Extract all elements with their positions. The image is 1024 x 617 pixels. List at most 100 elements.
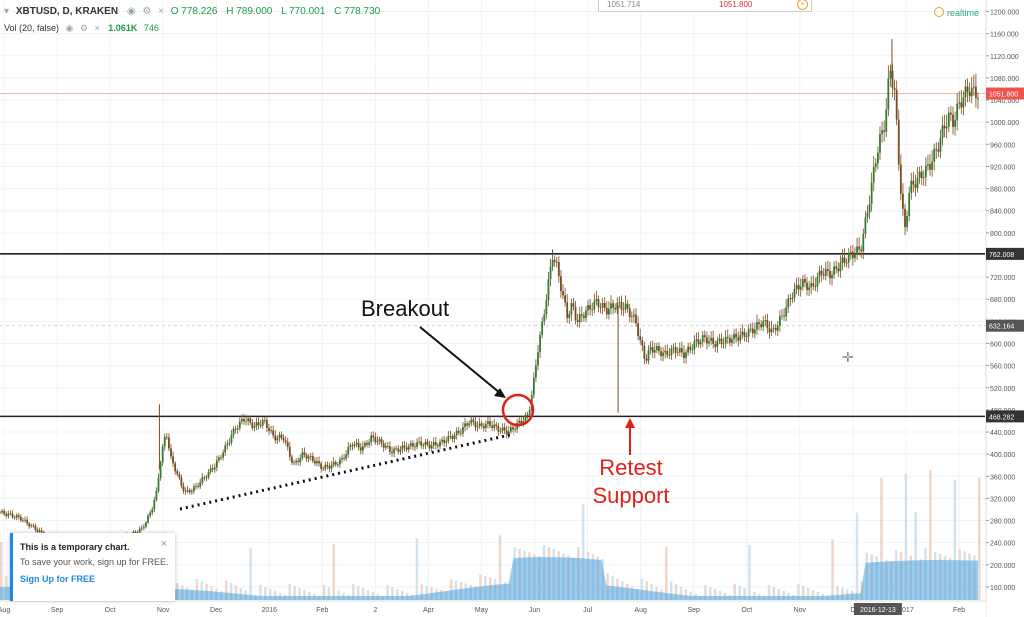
candle-body [462, 427, 464, 434]
candle-body [382, 443, 385, 448]
volume-bar [322, 585, 326, 600]
candle-body [282, 438, 285, 441]
candle-body [941, 125, 944, 138]
price-label: 632.164 [989, 324, 1014, 331]
symbol-label[interactable]: XBTUSD, D, KRAKEN [15, 6, 119, 17]
volume-bar [229, 582, 233, 600]
candle-body [706, 337, 708, 344]
candle-body [163, 436, 166, 447]
candle-body [599, 307, 602, 309]
x-tick-label: 2 [373, 607, 377, 614]
x-tick-label: 2016 [261, 607, 277, 614]
volume-bar [303, 590, 306, 600]
y-tick-label: 560.000 [990, 364, 1015, 371]
candle-body [887, 78, 890, 110]
candle-body [505, 430, 508, 435]
breakout-arrow-head [494, 388, 506, 398]
candle-body [386, 445, 389, 447]
candle-body [251, 422, 254, 428]
candle-body [949, 112, 952, 115]
candle-body [693, 341, 696, 350]
y-tick-label: 1080.000 [990, 76, 1019, 83]
close-icon[interactable]: × [94, 23, 100, 33]
candle-body [299, 458, 302, 463]
candle-body [737, 337, 740, 341]
volume-bar [386, 585, 389, 600]
candle-body [580, 314, 583, 316]
candle-body [247, 418, 250, 421]
candle-body [284, 440, 287, 443]
price-label-bg [986, 410, 1024, 423]
candle-body [209, 468, 212, 472]
candle-body [426, 441, 429, 445]
candle-body [190, 490, 193, 493]
close-icon[interactable]: × [158, 6, 164, 17]
candle-body [922, 177, 925, 179]
candle-body [778, 316, 781, 326]
candle-body [263, 419, 266, 421]
volume-bar [420, 584, 424, 600]
close-icon[interactable]: × [797, 0, 808, 10]
collapse-arrow-icon[interactable]: ▾ [4, 6, 10, 17]
candle-body [397, 448, 400, 452]
candle-body [614, 307, 617, 310]
candle-body [213, 467, 216, 470]
candle-body [977, 98, 979, 100]
settings-gear-icon[interactable]: ⚙ [79, 23, 88, 33]
candle-body [651, 347, 654, 353]
time-axis[interactable] [0, 601, 986, 617]
eye-icon[interactable]: ◉ [126, 6, 136, 17]
eye-icon[interactable]: ◉ [65, 23, 74, 33]
date-highlight: 2016-12-13 [860, 607, 896, 614]
volume-bar [400, 591, 404, 600]
candle-body [378, 439, 381, 442]
candle-body [587, 305, 589, 311]
candle-body [866, 212, 869, 218]
candle-body [526, 414, 529, 416]
candle-body [34, 525, 37, 531]
candle-body [38, 530, 41, 532]
candle-body [601, 303, 604, 308]
buy-price[interactable]: 1051.800 [719, 0, 753, 9]
volume-bar [665, 546, 668, 600]
sign-up-link[interactable]: Sign Up for FREE [20, 574, 95, 584]
candle-body [929, 164, 931, 170]
candle-body [491, 425, 494, 428]
candle-body [170, 448, 172, 457]
candle-body [215, 460, 218, 468]
candle-body [768, 328, 771, 333]
candle-body [739, 334, 742, 341]
candle-body [3, 510, 6, 514]
candle-body [539, 334, 541, 353]
candle-body [741, 331, 744, 335]
candle-body [808, 287, 810, 291]
sell-price[interactable]: 1051.714 [607, 0, 641, 9]
price-axis[interactable] [986, 0, 1024, 617]
candle-body [159, 462, 162, 478]
candle-body [847, 253, 850, 263]
candle-body [201, 477, 204, 483]
candle-body [893, 87, 896, 90]
candle-body [30, 525, 33, 527]
candle-body [420, 441, 423, 446]
temporary-chart-toast: This is a temporary chart. To save your … [10, 533, 175, 601]
candle-body [877, 152, 879, 164]
candle-body [211, 468, 214, 470]
volume-bar [259, 584, 262, 600]
volume-label[interactable]: Vol (20, false) [4, 23, 60, 33]
order-panel[interactable]: 1051.714 1051.800 × [598, 0, 812, 12]
toast-close-icon[interactable]: × [160, 538, 167, 550]
volume-bar [880, 477, 883, 600]
candle-body [451, 436, 454, 439]
candle-body [238, 421, 241, 429]
candle-body [812, 283, 815, 287]
candle-body [313, 460, 316, 464]
settings-gear-icon[interactable]: ⚙ [142, 6, 152, 17]
candle-body [791, 297, 794, 300]
candle-body [142, 526, 145, 528]
candle-body [733, 333, 735, 340]
candle-body [970, 87, 973, 97]
candle-body [708, 340, 710, 344]
candle-body [964, 86, 967, 98]
